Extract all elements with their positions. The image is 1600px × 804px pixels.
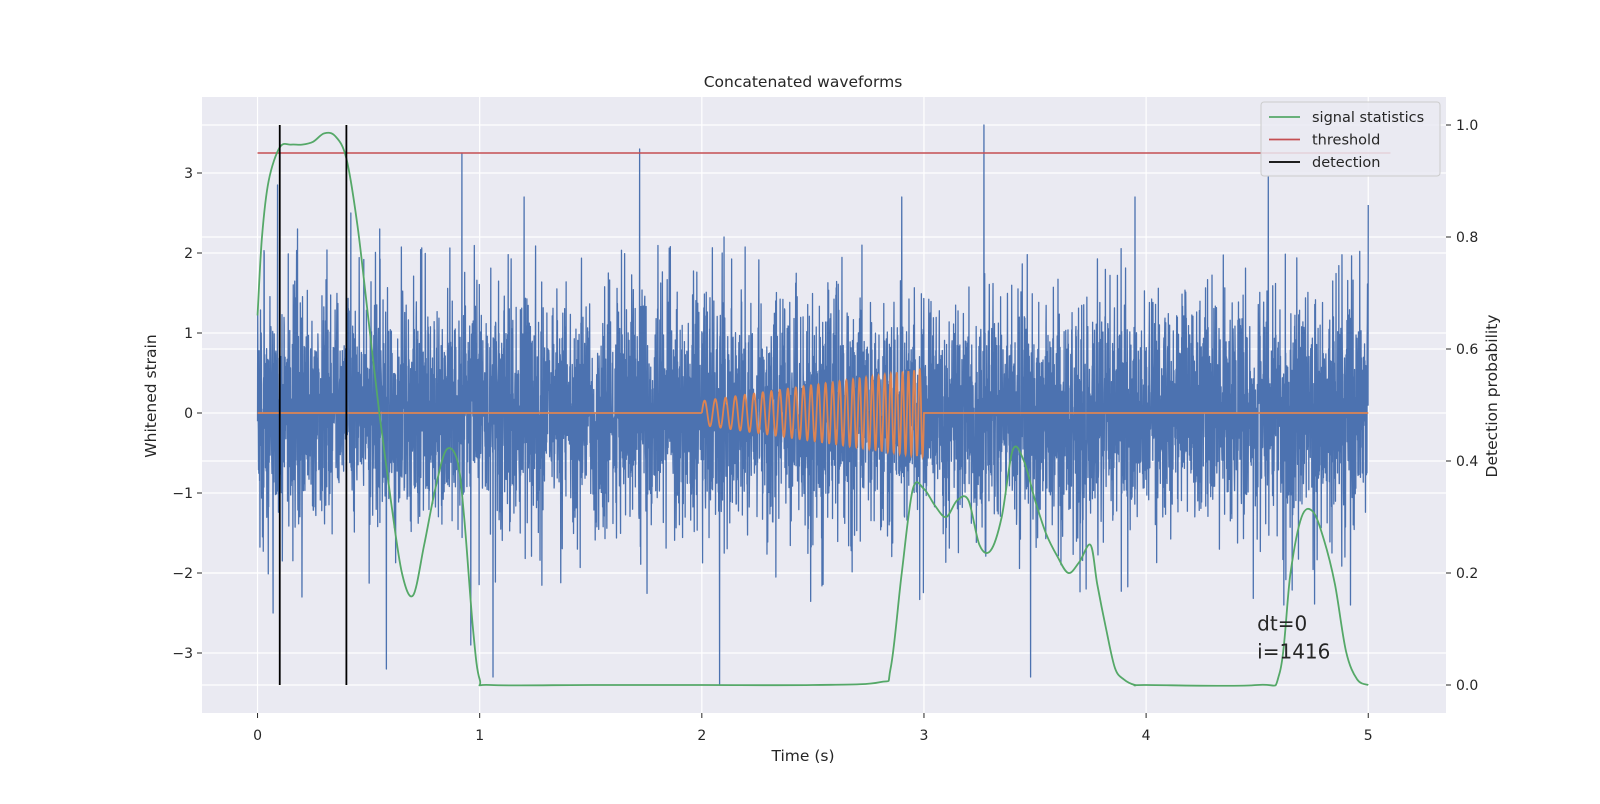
y2-tick-label: 0.4 <box>1456 454 1478 470</box>
x-axis-label: Time (s) <box>770 747 834 765</box>
x-tick-label: 1 <box>475 728 484 744</box>
y-tick-label: 3 <box>184 166 193 182</box>
y-axis-label: Whitened strain <box>142 334 160 457</box>
legend: signal statistics threshold detection <box>1260 101 1441 177</box>
legend-label: detection <box>1312 155 1380 171</box>
y2-tick-label: 0.2 <box>1456 566 1478 582</box>
y-tick-label: −2 <box>172 566 193 582</box>
annotation-text: i=1416 <box>1257 639 1330 663</box>
series-whitened-strain <box>256 124 1369 686</box>
y-tick-label: 2 <box>184 246 193 262</box>
y2-tick-label: 1.0 <box>1456 118 1478 134</box>
legend-label: signal statistics <box>1312 110 1424 126</box>
y-tick-label: 1 <box>184 326 193 342</box>
series-injected-waveform <box>257 367 1369 461</box>
legend-label: threshold <box>1312 133 1380 149</box>
x-tick-label: 3 <box>920 728 929 744</box>
y-tick-label: −1 <box>172 486 193 502</box>
x-tick-label: 4 <box>1142 728 1151 744</box>
x-tick-label: 5 <box>1364 728 1373 744</box>
x-tick-label: 2 <box>697 728 706 744</box>
annotation-text: dt=0 <box>1257 611 1307 635</box>
y2-tick-label: 0.0 <box>1456 678 1478 694</box>
series-signal-statistics <box>256 131 1369 687</box>
y2-tick-label: 0.8 <box>1456 230 1478 246</box>
y2-tick-label: 0.6 <box>1456 342 1478 358</box>
chart-title: Concatenated waveforms <box>704 73 903 91</box>
y-tick-label: −3 <box>172 646 193 662</box>
x-tick-label: 0 <box>253 728 262 744</box>
y2-axis-label: Detection probability <box>1483 315 1501 478</box>
y-tick-label: 0 <box>184 406 193 422</box>
legend-frame <box>1260 101 1441 177</box>
